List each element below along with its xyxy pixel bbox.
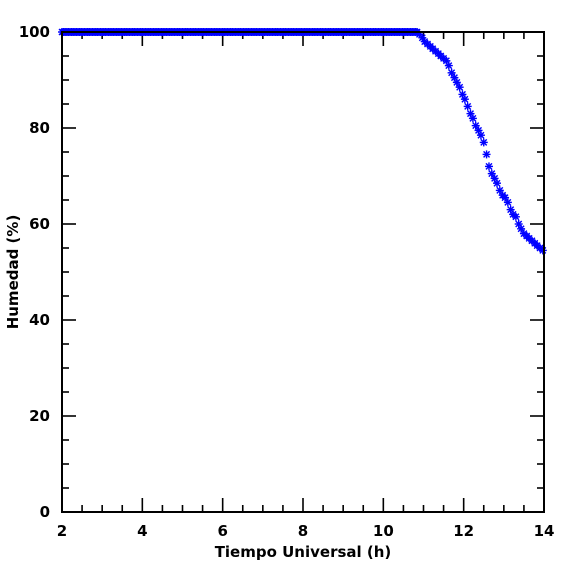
asterisk-stroke <box>488 170 496 178</box>
asterisk-stroke <box>483 150 491 158</box>
asterisk-stroke <box>467 110 474 118</box>
x-tick-label: 2 <box>57 522 67 540</box>
x-tick-label: 6 <box>217 522 227 540</box>
x-tick-label: 14 <box>534 522 555 540</box>
asterisk-stroke <box>485 162 493 170</box>
asterisk-stroke <box>504 198 512 206</box>
data-point <box>511 212 520 221</box>
y-tick-label: 0 <box>40 503 50 521</box>
asterisk-stroke <box>453 78 461 86</box>
asterisk-stroke <box>512 213 520 221</box>
asterisk-stroke <box>418 34 426 42</box>
asterisk-stroke <box>475 126 483 134</box>
data-point <box>452 78 461 87</box>
asterisk-stroke <box>477 131 485 139</box>
data-point <box>455 83 464 92</box>
asterisk-stroke <box>469 114 477 122</box>
data-point <box>460 95 469 104</box>
asterisk-stroke <box>480 138 488 146</box>
y-tick-label: 20 <box>29 407 50 425</box>
asterisk-stroke <box>450 74 458 82</box>
plot-frame <box>61 31 545 513</box>
asterisk-stroke <box>464 102 472 110</box>
data-point <box>493 179 502 188</box>
asterisk-stroke <box>501 194 509 202</box>
x-tick-label: 12 <box>453 522 474 540</box>
asterisk-stroke <box>448 69 456 77</box>
asterisk-stroke <box>472 122 480 130</box>
y-tick-label: 60 <box>29 215 50 233</box>
asterisk-stroke <box>458 90 466 98</box>
data-point <box>484 162 493 171</box>
asterisk-stroke <box>517 225 525 233</box>
data-point <box>468 114 477 123</box>
data-point <box>476 131 485 140</box>
y-tick-label: 40 <box>29 311 50 329</box>
axis-ticks <box>61 31 545 513</box>
asterisk-stroke <box>496 186 504 194</box>
y-tick-label: 100 <box>19 23 50 41</box>
asterisk-stroke <box>442 57 450 65</box>
data-point <box>503 198 512 207</box>
data-point <box>463 102 472 111</box>
asterisk-stroke <box>445 62 453 70</box>
asterisk-stroke <box>507 206 515 214</box>
asterisk-stroke <box>456 83 464 91</box>
data-point <box>444 61 453 70</box>
asterisk-stroke <box>461 95 469 103</box>
data-point <box>482 150 491 159</box>
asterisk-stroke <box>515 220 523 228</box>
x-tick-label: 8 <box>298 522 308 540</box>
x-axis-label: Tiempo Universal (h) <box>215 543 392 561</box>
data-point <box>479 138 488 147</box>
y-axis-label: Humedad (%) <box>4 215 22 330</box>
y-tick-label: 80 <box>29 119 50 137</box>
x-tick-label: 10 <box>373 522 394 540</box>
asterisk-stroke <box>491 174 499 182</box>
x-tick-label: 4 <box>137 522 147 540</box>
data-point <box>538 246 547 255</box>
data-points <box>58 28 547 255</box>
asterisk-stroke <box>493 179 501 187</box>
tick-labels: 2 4 6 8 10 12 14 0 20 40 60 80 100 <box>19 23 555 540</box>
